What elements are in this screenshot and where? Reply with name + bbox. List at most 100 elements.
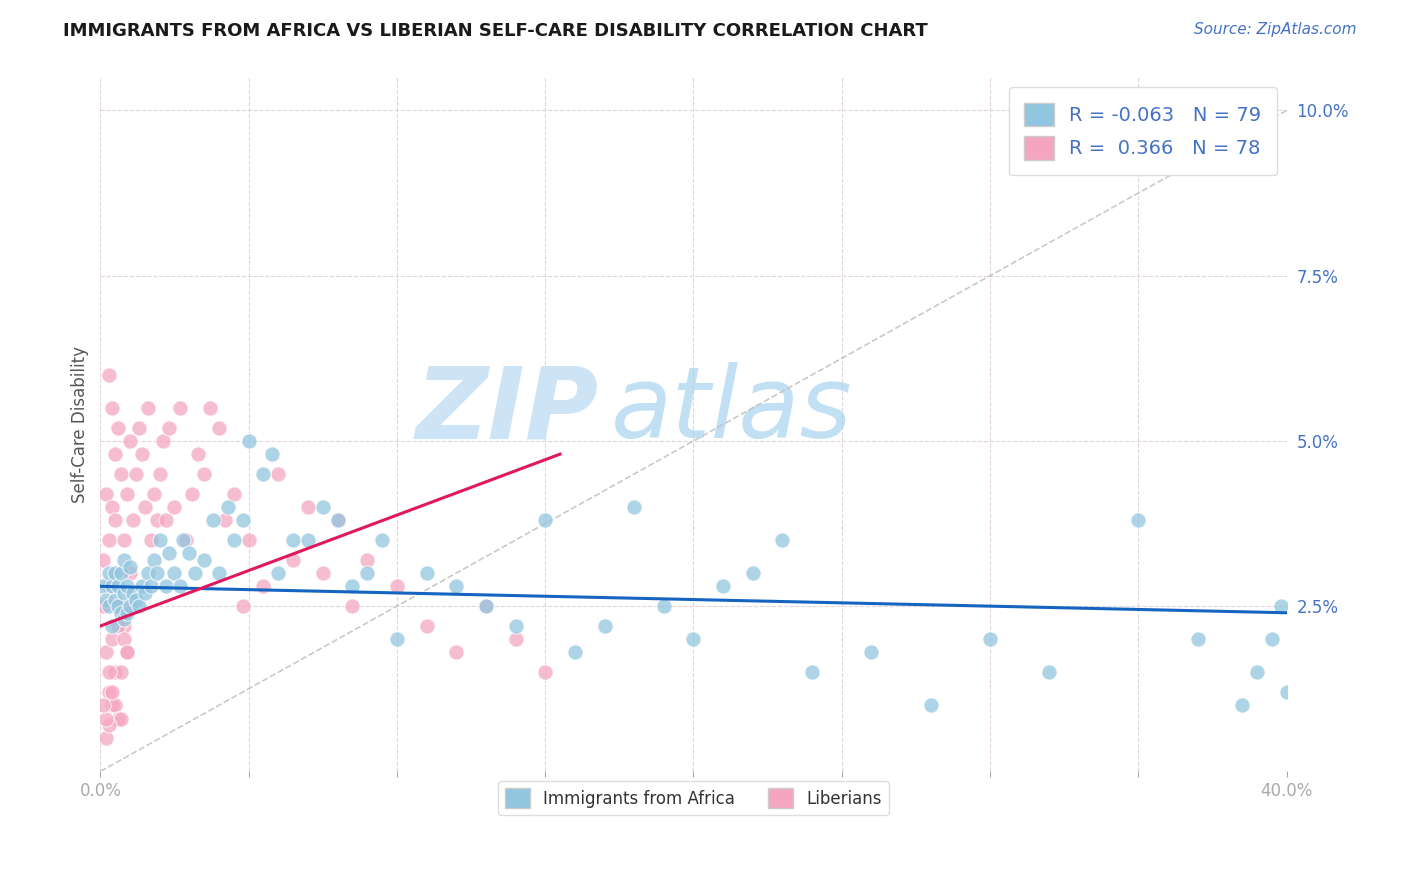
Point bbox=[91, 553, 114, 567]
Point bbox=[118, 599, 141, 614]
Point bbox=[593, 619, 616, 633]
Point bbox=[342, 599, 364, 614]
Point bbox=[91, 698, 114, 713]
Point bbox=[98, 368, 121, 382]
Point bbox=[107, 599, 129, 614]
Point bbox=[110, 665, 132, 680]
Point bbox=[128, 421, 150, 435]
Point bbox=[104, 447, 127, 461]
Point bbox=[91, 599, 114, 614]
Point bbox=[104, 698, 127, 713]
Point bbox=[741, 566, 763, 581]
Point bbox=[176, 533, 198, 547]
Point bbox=[115, 579, 138, 593]
Point bbox=[312, 566, 335, 581]
Point bbox=[371, 533, 394, 547]
Point bbox=[112, 533, 135, 547]
Point bbox=[131, 579, 153, 593]
Point bbox=[98, 718, 121, 732]
Point bbox=[326, 513, 349, 527]
Point bbox=[169, 401, 191, 415]
Point bbox=[104, 513, 127, 527]
Point bbox=[98, 685, 121, 699]
Point bbox=[107, 712, 129, 726]
Y-axis label: Self-Care Disability: Self-Care Disability bbox=[72, 346, 89, 503]
Point bbox=[101, 685, 124, 699]
Point bbox=[281, 553, 304, 567]
Text: atlas: atlas bbox=[610, 362, 852, 459]
Point bbox=[107, 599, 129, 614]
Point bbox=[96, 487, 118, 501]
Point bbox=[297, 533, 319, 547]
Point bbox=[115, 645, 138, 659]
Point bbox=[181, 487, 204, 501]
Text: IMMIGRANTS FROM AFRICA VS LIBERIAN SELF-CARE DISABILITY CORRELATION CHART: IMMIGRANTS FROM AFRICA VS LIBERIAN SELF-… bbox=[63, 22, 928, 40]
Point bbox=[444, 579, 467, 593]
Point bbox=[142, 553, 165, 567]
Point bbox=[125, 592, 148, 607]
Point bbox=[139, 533, 162, 547]
Point bbox=[163, 566, 186, 581]
Point bbox=[104, 665, 127, 680]
Point bbox=[115, 606, 138, 620]
Point bbox=[252, 579, 274, 593]
Point bbox=[101, 500, 124, 514]
Legend: Immigrants from Africa, Liberians: Immigrants from Africa, Liberians bbox=[498, 781, 889, 815]
Point bbox=[1038, 665, 1060, 680]
Point bbox=[385, 579, 408, 593]
Point bbox=[115, 645, 138, 659]
Point bbox=[112, 553, 135, 567]
Point bbox=[101, 619, 124, 633]
Point bbox=[122, 586, 145, 600]
Point bbox=[110, 467, 132, 481]
Point bbox=[107, 579, 129, 593]
Point bbox=[136, 401, 159, 415]
Point bbox=[118, 434, 141, 448]
Point bbox=[262, 447, 284, 461]
Point bbox=[475, 599, 498, 614]
Point bbox=[142, 487, 165, 501]
Text: ZIP: ZIP bbox=[416, 362, 599, 459]
Point bbox=[112, 619, 135, 633]
Point bbox=[96, 712, 118, 726]
Point bbox=[145, 566, 167, 581]
Point bbox=[98, 566, 121, 581]
Point bbox=[155, 513, 177, 527]
Point bbox=[222, 487, 245, 501]
Point bbox=[163, 500, 186, 514]
Point bbox=[1230, 698, 1253, 713]
Point bbox=[184, 566, 207, 581]
Point bbox=[101, 579, 124, 593]
Point bbox=[979, 632, 1001, 647]
Point bbox=[179, 546, 201, 560]
Point bbox=[801, 665, 824, 680]
Point bbox=[297, 500, 319, 514]
Point bbox=[110, 599, 132, 614]
Point bbox=[505, 632, 527, 647]
Point bbox=[104, 592, 127, 607]
Point bbox=[98, 579, 121, 593]
Point bbox=[110, 712, 132, 726]
Point bbox=[415, 619, 437, 633]
Point bbox=[267, 467, 290, 481]
Point bbox=[564, 645, 586, 659]
Point bbox=[98, 599, 121, 614]
Point bbox=[208, 421, 231, 435]
Point bbox=[860, 645, 883, 659]
Point bbox=[101, 632, 124, 647]
Point bbox=[772, 533, 794, 547]
Point bbox=[155, 579, 177, 593]
Point bbox=[1261, 632, 1284, 647]
Point bbox=[101, 401, 124, 415]
Point bbox=[682, 632, 704, 647]
Text: Source: ZipAtlas.com: Source: ZipAtlas.com bbox=[1194, 22, 1357, 37]
Point bbox=[139, 579, 162, 593]
Point bbox=[312, 500, 335, 514]
Point bbox=[112, 632, 135, 647]
Point bbox=[214, 513, 236, 527]
Point bbox=[920, 698, 942, 713]
Point bbox=[128, 599, 150, 614]
Point bbox=[169, 579, 191, 593]
Point bbox=[1128, 513, 1150, 527]
Point bbox=[149, 467, 172, 481]
